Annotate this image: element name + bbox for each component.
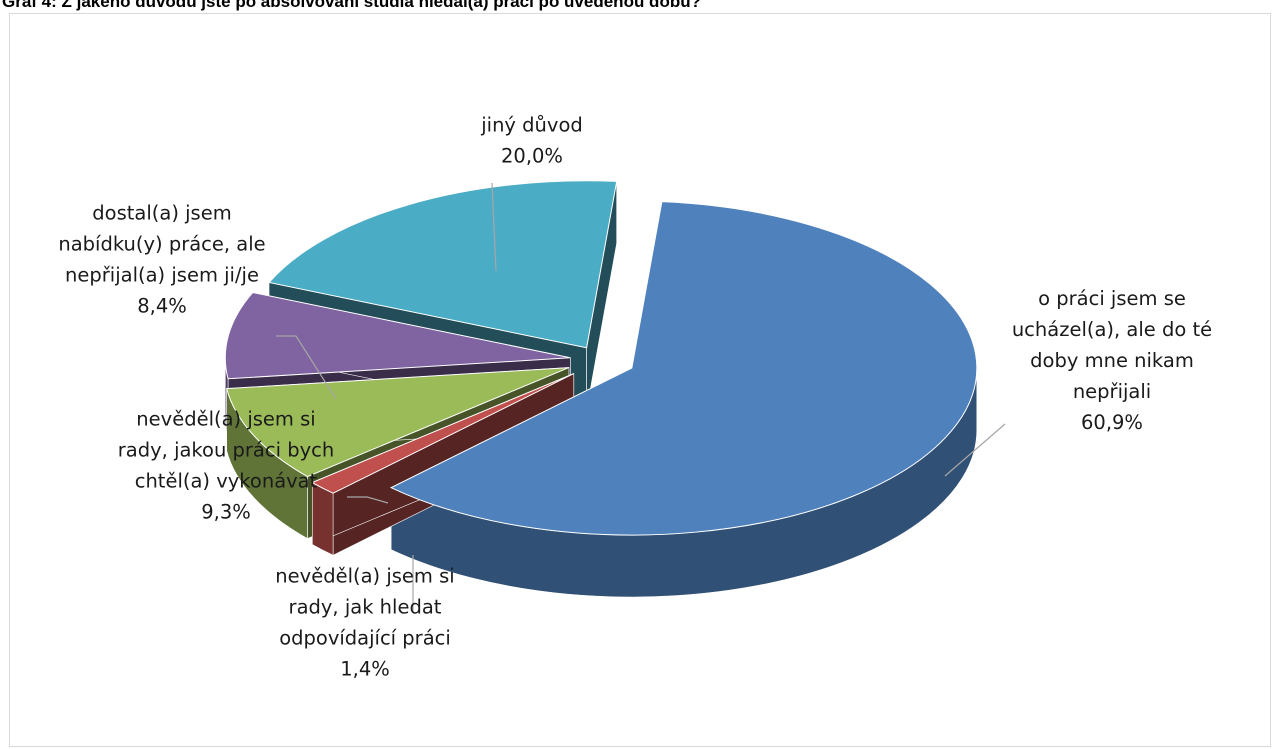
data-label-text: odpovídající práci [279, 627, 451, 650]
pie-slice-3 [224, 291, 571, 380]
pie-slice-1 [311, 373, 574, 494]
data-label-text: nevěděl(a) jsem si [275, 565, 454, 588]
data-label-text: nevěděl(a) jsem si [136, 408, 315, 431]
data-label-text: nepřijal(a) jsem ji/je [65, 264, 259, 287]
page-title: Graf 4: Z jakého důvodu jste po absolvov… [2, 0, 701, 11]
leader-line-3 [276, 335, 337, 400]
pie-tops [224, 180, 978, 536]
data-label-text: nepřijali [1073, 380, 1151, 403]
data-label-text: ucházel(a), ale do té [1012, 318, 1212, 341]
data-label-text: doby mne nikam [1030, 349, 1194, 372]
data-labels: o práci jsem se ucházel(a), ale do té doby… [58, 114, 1212, 681]
data-label-4: jiný důvod 20,0% [480, 114, 583, 168]
data-label-text: o práci jsem se [1038, 287, 1186, 310]
data-label-value: 1,4% [340, 658, 390, 681]
data-label-0: o práci jsem se ucházel(a), ale do té doby… [1012, 287, 1212, 434]
data-label-3: dostal(a) jsem nabídku(y) práce, ale nepři… [58, 202, 265, 318]
data-label-text: chtěl(a) vykonávat [135, 470, 318, 493]
slice-rim-1-0 [311, 481, 334, 556]
data-label-text: jiný důvod [480, 114, 583, 137]
data-label-text: dostal(a) jsem [92, 202, 231, 225]
data-label-text: nabídku(y) práce, ale [58, 233, 265, 256]
data-label-value: 60,9% [1081, 411, 1143, 434]
leader-lines [276, 182, 1006, 612]
leader-line-2 [347, 496, 389, 504]
pie-slice-2 [226, 367, 570, 478]
data-label-text: rady, jak hledat [289, 596, 442, 619]
pie-slice-0 [389, 201, 978, 536]
leader-line-4 [491, 182, 497, 272]
pie-slice-4 [268, 180, 618, 349]
data-label-1: nevěděl(a) jsem si rady, jak hledat odpoví… [275, 565, 454, 681]
data-label-2: nevěděl(a) jsem si rady, jakou práci bych… [118, 408, 334, 524]
data-label-value: 8,4% [137, 295, 187, 318]
data-label-text: rady, jakou práci bych [118, 439, 334, 462]
leader-line-0 [944, 423, 1006, 477]
data-label-value: 9,3% [201, 501, 251, 524]
data-label-value: 20,0% [501, 145, 563, 168]
